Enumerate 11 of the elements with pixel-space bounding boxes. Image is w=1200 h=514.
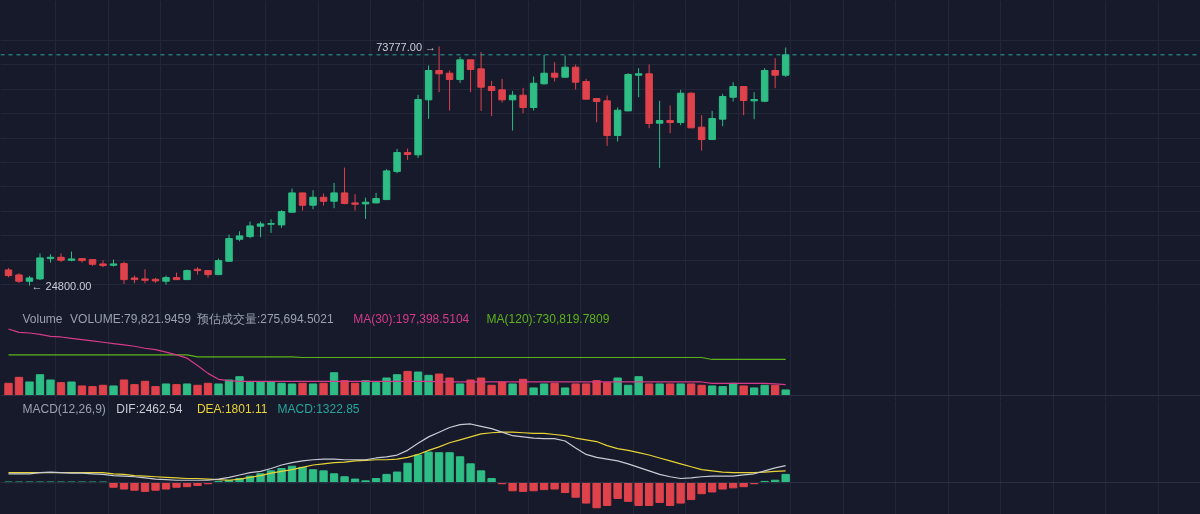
text: MA(30):197,398.5104 xyxy=(353,311,470,326)
chart-title: Volume xyxy=(22,311,63,326)
text: MACD:1322.85 xyxy=(277,401,360,416)
text: DIF:2462.54 xyxy=(116,401,183,416)
text: 预估成交量:275,694.5021 xyxy=(196,311,334,326)
annotation: 73777.00 → xyxy=(376,40,437,53)
text: MA(120):730,819.7809 xyxy=(486,311,610,326)
text: VOLUME:79,821.9459 xyxy=(70,311,192,326)
chart-title: MACD(12,26,9) xyxy=(22,401,106,416)
text: DEA:1801.11 xyxy=(196,401,268,416)
annotation: ← 24800.00 xyxy=(31,279,92,292)
